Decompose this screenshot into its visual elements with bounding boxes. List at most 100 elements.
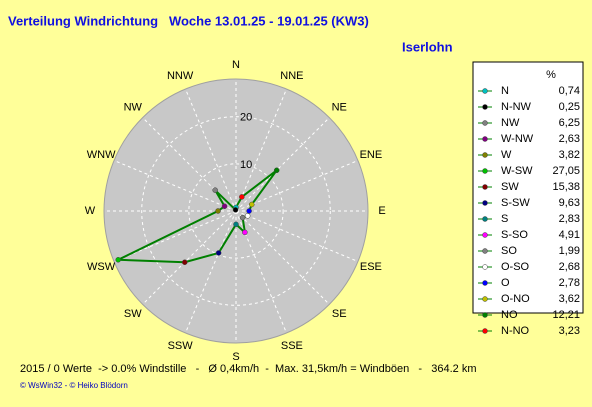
direction-label: SSW xyxy=(168,340,194,352)
data-point xyxy=(246,208,252,214)
legend-value: 2,68 xyxy=(559,261,580,273)
chart-title: Verteilung Windrichtung Woche 13.01.25 -… xyxy=(8,13,369,28)
legend-label: S-SW xyxy=(501,197,530,209)
direction-label: ENE xyxy=(360,149,383,161)
spoke xyxy=(235,210,287,334)
direction-label: SW xyxy=(124,308,142,320)
data-point xyxy=(221,203,228,210)
legend-marker xyxy=(482,248,488,254)
legend-marker xyxy=(482,88,488,94)
direction-label: NE xyxy=(332,102,347,114)
legend-label: S-SO xyxy=(501,229,528,241)
legend-marker xyxy=(482,312,488,318)
direction-label: E xyxy=(378,205,385,217)
legend-marker xyxy=(482,104,488,110)
legend-label: NO xyxy=(501,309,518,321)
legend-label: N-NO xyxy=(501,325,530,337)
data-point xyxy=(233,221,239,228)
spoke xyxy=(113,210,237,262)
legend-value: 15,38 xyxy=(552,181,580,193)
legend-label: W-NW xyxy=(501,133,534,145)
legend-label: W xyxy=(501,149,512,161)
data-point xyxy=(242,229,248,236)
legend-value: 6,25 xyxy=(559,117,580,129)
legend-value: 1,99 xyxy=(559,245,580,257)
data-point xyxy=(115,257,121,263)
legend-label: O-NO xyxy=(501,293,530,305)
legend-marker xyxy=(482,296,488,302)
legend-marker xyxy=(482,264,488,270)
spoke xyxy=(235,210,330,305)
spoke xyxy=(185,88,237,212)
direction-label: NW xyxy=(124,102,143,114)
spoke xyxy=(235,88,287,212)
location: Iserlohn xyxy=(402,39,453,54)
legend-label: N-NW xyxy=(501,101,532,113)
r-tick-label: 10 xyxy=(240,159,252,171)
legend-value: 2,83 xyxy=(559,213,580,225)
spoke xyxy=(235,210,359,262)
legend-marker xyxy=(482,136,488,142)
spoke xyxy=(235,117,330,212)
spoke xyxy=(185,210,237,334)
r-tick-label: 20 xyxy=(240,112,252,124)
spoke xyxy=(142,117,237,212)
data-point xyxy=(273,167,280,174)
direction-label: NNE xyxy=(280,70,303,82)
data-point xyxy=(215,208,221,214)
legend-value: 9,63 xyxy=(559,197,580,209)
legend-value: 12,21 xyxy=(552,309,580,321)
data-point xyxy=(212,187,218,193)
legend-marker xyxy=(482,152,488,158)
legend-marker xyxy=(482,120,488,126)
legend-label: SW xyxy=(501,181,519,193)
legend-marker xyxy=(482,280,488,286)
grid-ring xyxy=(141,116,331,306)
direction-label: NNW xyxy=(167,70,194,82)
legend-marker xyxy=(482,184,488,190)
legend-label: O-SO xyxy=(501,261,530,273)
legend-label: NW xyxy=(501,117,520,129)
legend-label: SO xyxy=(501,245,517,257)
credits: © WsWin32 - © Heiko Blödorn xyxy=(20,381,128,390)
grid-ring xyxy=(188,163,284,259)
spoke xyxy=(142,210,237,305)
legend-marker xyxy=(482,200,488,206)
direction-label: N xyxy=(232,59,240,71)
direction-label: W xyxy=(85,205,96,217)
spoke xyxy=(113,160,237,212)
data-point xyxy=(239,194,245,200)
legend-value: 3,62 xyxy=(559,293,580,305)
spoke xyxy=(235,160,359,212)
legend-value: 27,05 xyxy=(552,165,580,177)
legend-label: N xyxy=(501,85,509,97)
legend-unit: % xyxy=(546,69,556,81)
legend-value: 0,74 xyxy=(559,85,580,97)
legend-marker xyxy=(482,232,488,238)
data-point xyxy=(181,259,188,266)
data-point xyxy=(215,250,222,256)
direction-label: SSE xyxy=(281,340,303,352)
legend-marker xyxy=(482,168,488,174)
legend-label: O xyxy=(501,277,510,289)
data-point xyxy=(239,214,246,221)
legend-value: 2,63 xyxy=(559,133,580,145)
direction-label: S xyxy=(232,351,239,363)
legend-value: 4,91 xyxy=(559,229,580,241)
legend-value: 3,82 xyxy=(559,149,580,161)
direction-label: WNW xyxy=(87,149,116,161)
data-point xyxy=(244,213,251,219)
footer: 2015 / 0 Werte -> 0.0% Windstille - Ø 0,… xyxy=(20,363,476,375)
direction-label: WSW xyxy=(87,261,116,273)
data-point xyxy=(232,207,239,213)
legend-label: S xyxy=(501,213,508,225)
legend-value: 3,23 xyxy=(559,325,580,337)
legend-marker xyxy=(482,328,488,334)
legend-marker xyxy=(482,216,488,222)
legend-value: 0,25 xyxy=(559,101,580,113)
direction-label: SE xyxy=(332,308,347,320)
legend-label: W-SW xyxy=(501,165,533,177)
direction-label: ESE xyxy=(360,261,382,273)
legend-value: 2,78 xyxy=(559,277,580,289)
